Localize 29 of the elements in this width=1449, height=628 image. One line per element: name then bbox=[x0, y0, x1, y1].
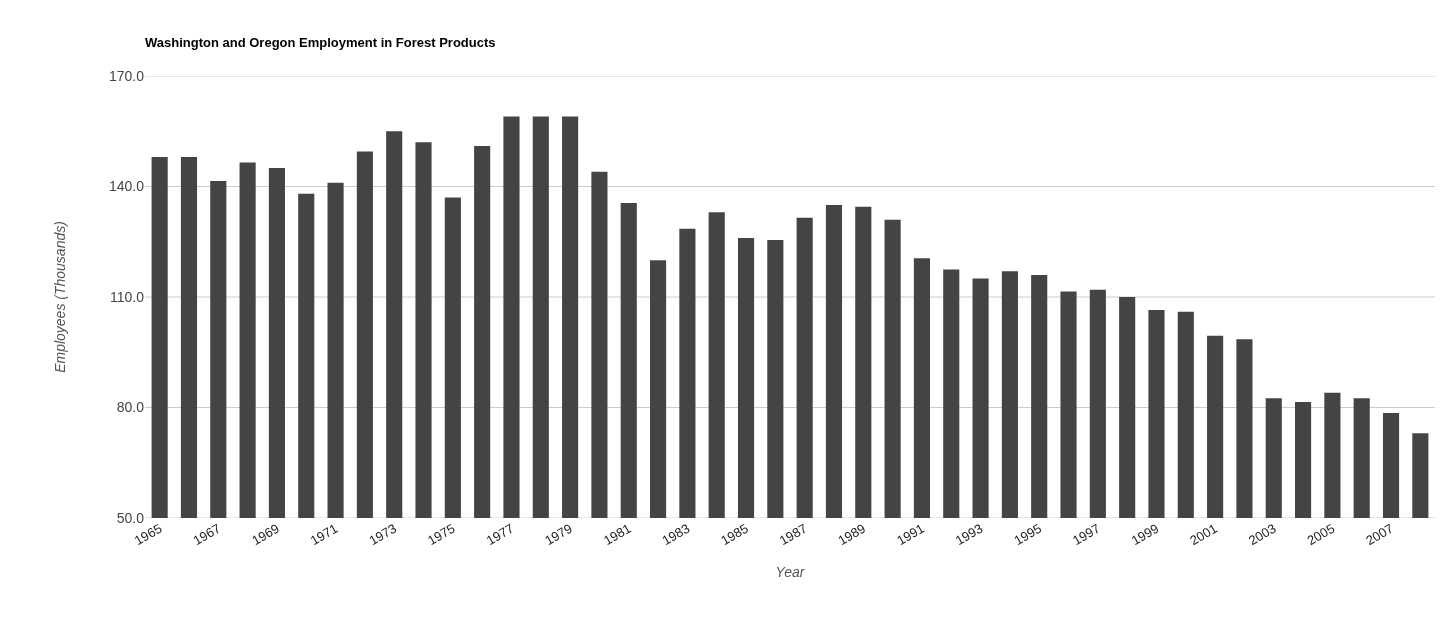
x-tick-label: 1991 bbox=[894, 520, 927, 549]
x-tick-label: 1987 bbox=[776, 520, 810, 549]
x-tick-label: 1979 bbox=[542, 520, 575, 549]
y-tick-label: 170.0 bbox=[108, 67, 145, 84]
x-tick-label: 1989 bbox=[835, 520, 869, 549]
chart-title: Washington and Oregon Employment in Forest Products bbox=[145, 34, 496, 50]
x-tick-label: 1969 bbox=[249, 520, 282, 549]
x-tick-label: 2001 bbox=[1187, 520, 1220, 549]
x-tick-label: 1997 bbox=[1070, 520, 1103, 549]
x-tick-label: 1977 bbox=[483, 520, 517, 549]
x-tick-label: 2005 bbox=[1304, 520, 1338, 549]
x-tick-label: 1973 bbox=[366, 520, 399, 549]
x-tick-label: 2003 bbox=[1245, 520, 1279, 549]
x-tick-label: 1993 bbox=[952, 520, 986, 549]
x-tick-label: 1985 bbox=[718, 520, 751, 549]
y-tick-label: 80.0 bbox=[116, 399, 145, 416]
x-tick-label: 1983 bbox=[659, 520, 693, 549]
x-axis-title: Year bbox=[775, 564, 806, 581]
y-tick-label: 50.0 bbox=[116, 509, 145, 526]
y-tick-label: 110.0 bbox=[110, 288, 145, 305]
x-tick-label: 2007 bbox=[1363, 520, 1396, 549]
x-tick-label: 1971 bbox=[307, 520, 341, 549]
x-tick-label: 1967 bbox=[190, 520, 224, 549]
x-tick-label: 1975 bbox=[425, 520, 458, 549]
x-tick-label: 1981 bbox=[600, 520, 634, 549]
x-tick-label: 1995 bbox=[1011, 520, 1044, 549]
y-tick-label: 140.0 bbox=[108, 178, 145, 195]
y-axis-title: Employees (Thousands) bbox=[51, 221, 68, 373]
x-tick-label: 1999 bbox=[1128, 520, 1162, 549]
